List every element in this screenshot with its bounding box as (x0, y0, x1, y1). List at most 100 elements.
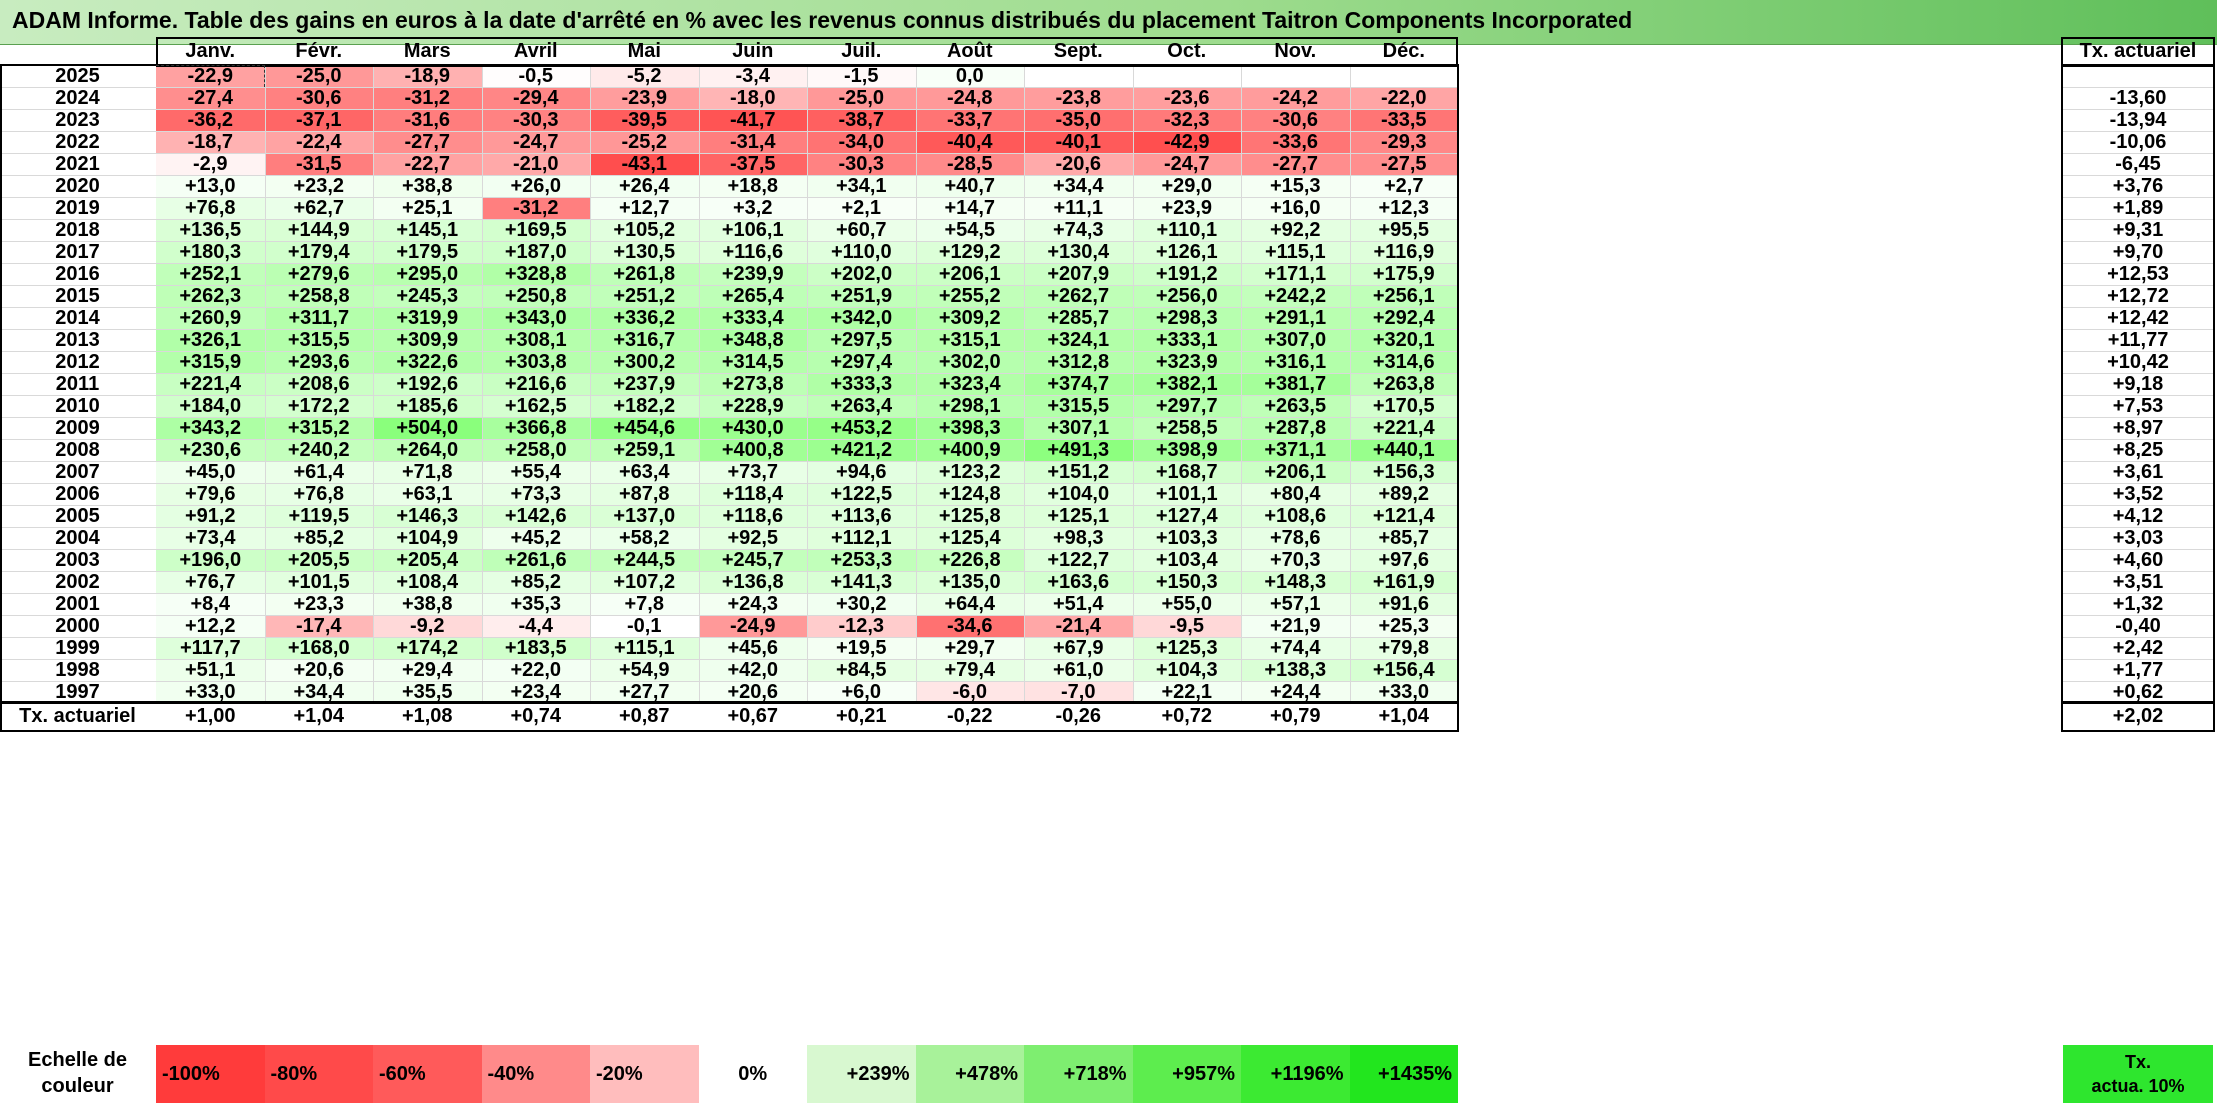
gain-cell[interactable]: -18,7 (156, 131, 265, 153)
gain-cell[interactable]: -37,5 (698, 153, 807, 175)
gain-cell[interactable]: -29,4 (481, 87, 590, 109)
gain-cell[interactable]: -30,3 (481, 109, 590, 131)
gain-cell[interactable]: +127,4 (1132, 505, 1241, 527)
gain-cell[interactable]: +262,3 (156, 285, 265, 307)
gain-cell[interactable]: +163,6 (1024, 571, 1133, 593)
gain-cell[interactable]: +25,3 (1349, 615, 1458, 637)
gain-cell[interactable]: +116,9 (1349, 241, 1458, 263)
gain-cell[interactable]: +348,8 (698, 329, 807, 351)
gain-cell[interactable]: +73,4 (156, 527, 265, 549)
gain-cell[interactable]: +33,0 (156, 681, 265, 703)
gain-cell[interactable]: +440,1 (1349, 439, 1458, 461)
gain-cell[interactable]: +169,5 (481, 219, 590, 241)
gain-cell[interactable]: +40,7 (915, 175, 1024, 197)
gain-cell[interactable]: +146,3 (373, 505, 482, 527)
gain-cell[interactable]: +179,4 (264, 241, 373, 263)
gain-cell[interactable]: +13,0 (156, 175, 265, 197)
gain-cell[interactable]: +297,7 (1132, 395, 1241, 417)
gain-cell[interactable]: +253,3 (807, 549, 916, 571)
gain-cell[interactable]: -12,3 (807, 615, 916, 637)
gain-cell[interactable]: -23,8 (1024, 87, 1133, 109)
gain-cell[interactable]: -31,2 (373, 87, 482, 109)
gain-cell[interactable]: +293,6 (264, 351, 373, 373)
gain-cell[interactable]: +130,5 (590, 241, 699, 263)
gain-cell[interactable]: +45,0 (156, 461, 265, 483)
gain-cell[interactable]: +205,5 (264, 549, 373, 571)
gain-cell[interactable]: +55,0 (1132, 593, 1241, 615)
gain-cell[interactable]: +237,9 (590, 373, 699, 395)
gain-cell[interactable]: +122,7 (1024, 549, 1133, 571)
gain-cell[interactable]: +312,8 (1024, 351, 1133, 373)
gain-cell[interactable]: +64,4 (915, 593, 1024, 615)
gain-cell[interactable]: -28,5 (915, 153, 1024, 175)
gain-cell[interactable]: +202,0 (807, 263, 916, 285)
gain-cell[interactable]: +6,0 (807, 681, 916, 703)
gain-cell[interactable]: +168,0 (264, 637, 373, 659)
gain-cell[interactable]: +125,4 (915, 527, 1024, 549)
gain-cell[interactable]: +316,7 (590, 329, 699, 351)
gain-cell[interactable] (1241, 65, 1350, 87)
gain-cell[interactable]: +136,8 (698, 571, 807, 593)
gain-cell[interactable]: -34,6 (915, 615, 1024, 637)
gain-cell[interactable]: +70,3 (1241, 549, 1350, 571)
gain-cell[interactable]: +172,2 (264, 395, 373, 417)
gain-cell[interactable]: -34,0 (807, 131, 916, 153)
gain-cell[interactable]: -24,2 (1241, 87, 1350, 109)
gain-cell[interactable]: -27,5 (1349, 153, 1458, 175)
gain-cell[interactable]: +91,2 (156, 505, 265, 527)
gain-cell[interactable]: +264,0 (373, 439, 482, 461)
gain-cell[interactable]: +101,5 (264, 571, 373, 593)
gain-cell[interactable]: +129,2 (915, 241, 1024, 263)
gain-cell[interactable]: +192,6 (373, 373, 482, 395)
gain-cell[interactable]: -7,0 (1024, 681, 1133, 703)
gain-cell[interactable]: +315,1 (915, 329, 1024, 351)
gain-cell[interactable]: +113,6 (807, 505, 916, 527)
gain-cell[interactable]: +15,3 (1241, 175, 1350, 197)
gain-cell[interactable]: +23,4 (481, 681, 590, 703)
gain-cell[interactable]: +300,2 (590, 351, 699, 373)
gain-cell[interactable]: +279,6 (264, 263, 373, 285)
gain-cell[interactable]: -29,3 (1349, 131, 1458, 153)
gain-cell[interactable]: -18,0 (698, 87, 807, 109)
gain-cell[interactable]: -22,0 (1349, 87, 1458, 109)
gain-cell[interactable]: +265,4 (698, 285, 807, 307)
gain-cell[interactable]: +175,9 (1349, 263, 1458, 285)
gain-cell[interactable]: -25,0 (807, 87, 916, 109)
gain-cell[interactable]: +323,4 (915, 373, 1024, 395)
gain-cell[interactable]: +256,0 (1132, 285, 1241, 307)
gain-cell[interactable]: +183,5 (481, 637, 590, 659)
gain-cell[interactable]: +87,8 (590, 483, 699, 505)
gain-cell[interactable]: -31,5 (264, 153, 373, 175)
gain-cell[interactable]: +18,8 (698, 175, 807, 197)
gain-cell[interactable]: -30,6 (264, 87, 373, 109)
gain-cell[interactable]: +221,4 (156, 373, 265, 395)
gain-cell[interactable]: -37,1 (264, 109, 373, 131)
gain-cell[interactable]: +125,8 (915, 505, 1024, 527)
gain-cell[interactable]: +25,1 (373, 197, 482, 219)
gain-cell[interactable]: +333,4 (698, 307, 807, 329)
gain-cell[interactable]: +30,2 (807, 593, 916, 615)
gain-cell[interactable]: -27,7 (1241, 153, 1350, 175)
gain-cell[interactable]: +110,0 (807, 241, 916, 263)
gain-cell[interactable]: +303,8 (481, 351, 590, 373)
gain-cell[interactable]: +156,3 (1349, 461, 1458, 483)
gain-cell[interactable]: +240,2 (264, 439, 373, 461)
gain-cell[interactable]: +258,5 (1132, 417, 1241, 439)
gain-cell[interactable]: -23,9 (590, 87, 699, 109)
gain-cell[interactable]: -21,0 (481, 153, 590, 175)
gain-cell[interactable]: +400,8 (698, 439, 807, 461)
gain-cell[interactable]: -32,3 (1132, 109, 1241, 131)
gain-cell[interactable]: +121,4 (1349, 505, 1458, 527)
gain-cell[interactable]: +38,8 (373, 593, 482, 615)
gain-cell[interactable]: +162,5 (481, 395, 590, 417)
gain-cell[interactable]: +226,8 (915, 549, 1024, 571)
gain-cell[interactable]: +151,2 (1024, 461, 1133, 483)
gain-cell[interactable]: -20,6 (1024, 153, 1133, 175)
gain-cell[interactable]: +142,6 (481, 505, 590, 527)
gain-cell[interactable]: +29,0 (1132, 175, 1241, 197)
gain-cell[interactable]: +79,6 (156, 483, 265, 505)
gain-cell[interactable]: +208,6 (264, 373, 373, 395)
gain-cell[interactable]: +491,3 (1024, 439, 1133, 461)
gain-cell[interactable]: +230,6 (156, 439, 265, 461)
gain-cell[interactable]: +119,5 (264, 505, 373, 527)
